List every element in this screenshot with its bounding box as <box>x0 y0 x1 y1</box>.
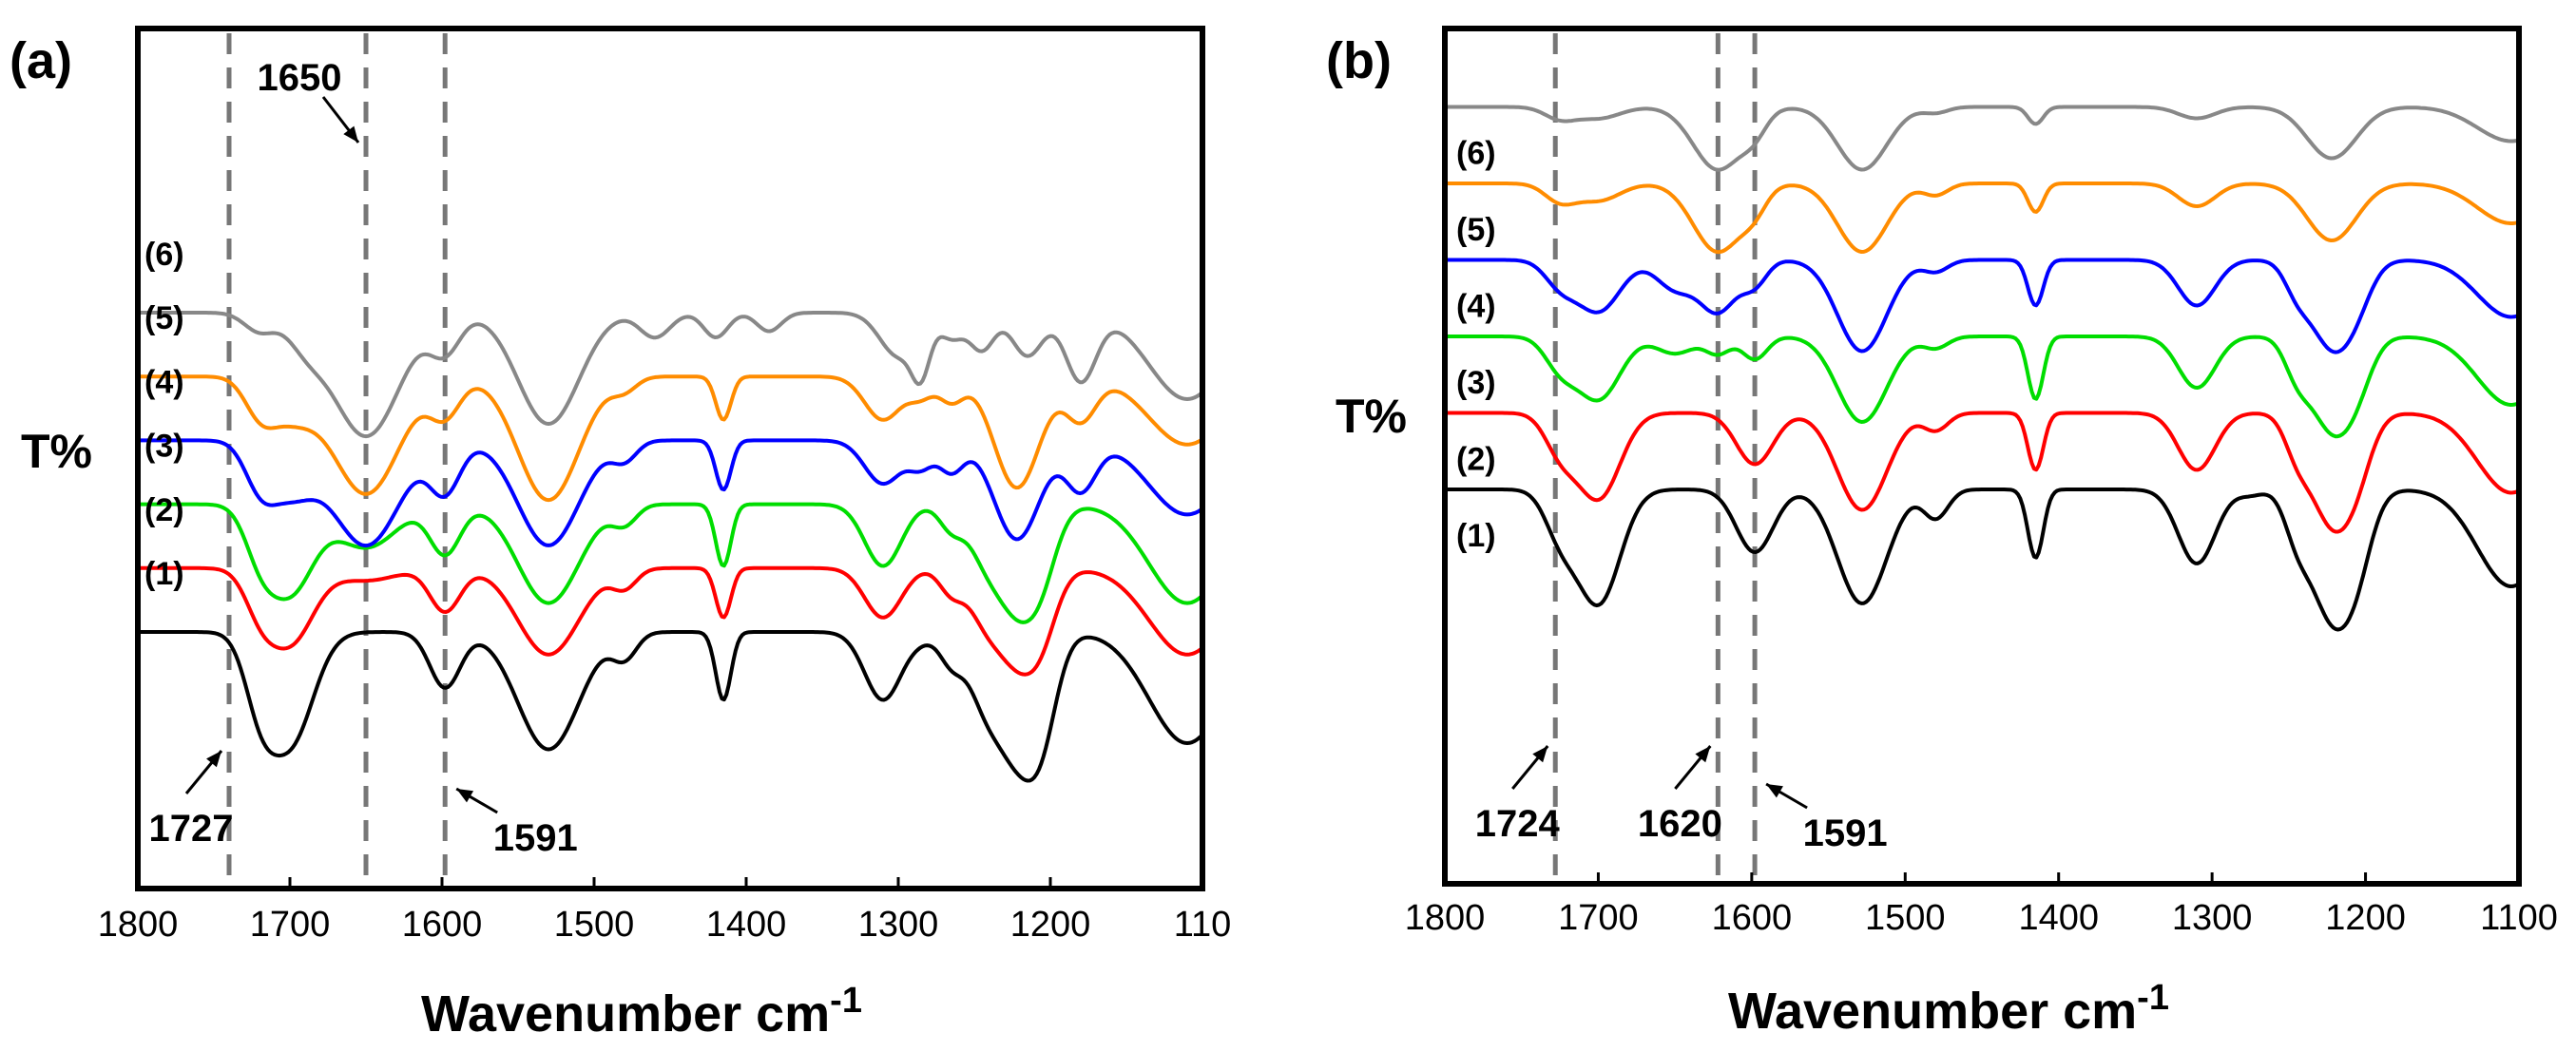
annotation-label: 1591 <box>493 817 578 859</box>
wavenumber-annotations: 1724 1620 1591 <box>1475 745 1888 854</box>
x-axis-ticks: 1800 1700 1600 1500 1400 1300 1200 110 <box>98 877 1232 945</box>
spectra-curves <box>138 311 1202 783</box>
x-axis-label-superscript: -1 <box>830 981 862 1021</box>
spectrum-line <box>138 438 1202 548</box>
spectrum-line <box>1445 258 2518 354</box>
series-label: (6) <box>1456 136 1496 172</box>
panel-label: (b) <box>1326 32 1392 89</box>
series-label: (4) <box>1456 289 1496 325</box>
annotation-label: 1727 <box>149 808 234 850</box>
panel-label: (a) <box>10 32 72 89</box>
series-label: (3) <box>144 429 184 465</box>
annotation-label: 1591 <box>1803 813 1888 854</box>
x-axis-label-superscript: -1 <box>2137 978 2169 1018</box>
spectrum-line <box>1445 105 2518 172</box>
x-tick-label: 1500 <box>1865 898 1946 938</box>
panel-a: (a) T% Wavenumber cm-1 (1) (2) (3) (4) (5) (6… <box>10 26 1232 1042</box>
series-labels: (1) (2) (3) (4) (5) (6) <box>1456 136 1496 555</box>
spectrum-line <box>1445 411 2519 534</box>
plot-frame <box>135 26 1205 891</box>
annotation-arrowhead <box>343 125 358 143</box>
x-tick-label: 1600 <box>402 905 483 945</box>
x-tick-label: 1700 <box>250 905 331 945</box>
series-label: (5) <box>144 300 184 336</box>
x-tick-label: 1600 <box>1712 898 1793 938</box>
series-labels: (1) (2) (3) (4) (5) (6) <box>144 237 184 592</box>
series-label: (2) <box>144 492 184 528</box>
x-tick-label: 1800 <box>1405 898 1486 938</box>
x-tick-label: 1300 <box>858 905 939 945</box>
x-axis-label: Wavenumber cm-1 <box>421 981 862 1042</box>
panel-b: (b) T% Wavenumber cm-1 (1) (2) (3) (4) (5) (6… <box>1326 26 2558 1040</box>
annotation-arrowhead <box>1532 746 1548 763</box>
x-tick-label: 1800 <box>98 905 179 945</box>
x-tick-label: 1400 <box>2018 898 2099 938</box>
annotation-arrowhead <box>206 751 221 768</box>
annotation-label: 1620 <box>1638 803 1722 845</box>
x-tick-label: 1200 <box>1010 905 1091 945</box>
spectrum-line <box>138 630 1202 783</box>
annotation-label: 1650 <box>258 57 342 99</box>
spectrum-line <box>1445 488 2519 632</box>
annotation-label: 1724 <box>1475 803 1561 845</box>
x-tick-label: 1200 <box>2325 898 2406 938</box>
spectrum-line <box>1445 335 2518 439</box>
series-label: (6) <box>144 237 184 273</box>
x-axis-ticks: 1800 1700 1600 1500 1400 1300 1200 1100 <box>1405 872 2558 938</box>
annotation-arrowhead <box>1766 784 1783 798</box>
y-axis-label: T% <box>21 425 92 478</box>
wavenumber-annotations: 1650 1727 1591 <box>149 57 578 859</box>
series-label: (4) <box>144 364 184 400</box>
spectra-curves <box>1445 105 2519 632</box>
x-tick-label: 1400 <box>706 905 787 945</box>
x-axis-label-text: Wavenumber cm <box>1728 983 2137 1040</box>
x-tick-label: 1300 <box>2172 898 2253 938</box>
y-axis-label: T% <box>1336 390 1407 443</box>
reference-lines <box>1552 33 1758 879</box>
annotation-arrowhead <box>1695 746 1711 763</box>
spectrum-line <box>1445 182 2518 255</box>
spectrum-line <box>138 374 1202 503</box>
series-label: (1) <box>1456 518 1496 554</box>
plot-frame <box>1442 26 2522 887</box>
reference-lines <box>226 33 448 884</box>
series-label: (1) <box>144 556 184 592</box>
x-axis-label-text: Wavenumber cm <box>421 985 830 1042</box>
series-label: (3) <box>1456 365 1496 401</box>
spectrum-line <box>138 565 1202 677</box>
spectrum-line <box>138 311 1202 439</box>
x-tick-label: 1500 <box>554 905 635 945</box>
x-tick-label: 1100 <box>2480 898 2558 938</box>
x-tick-label: 110 <box>1174 905 1232 945</box>
x-axis-label: Wavenumber cm-1 <box>1728 978 2169 1040</box>
series-label: (5) <box>1456 212 1496 248</box>
spectrum-line <box>138 502 1202 624</box>
series-label: (2) <box>1456 442 1496 478</box>
x-tick-label: 1700 <box>1558 898 1639 938</box>
annotation-arrowhead <box>456 789 474 803</box>
